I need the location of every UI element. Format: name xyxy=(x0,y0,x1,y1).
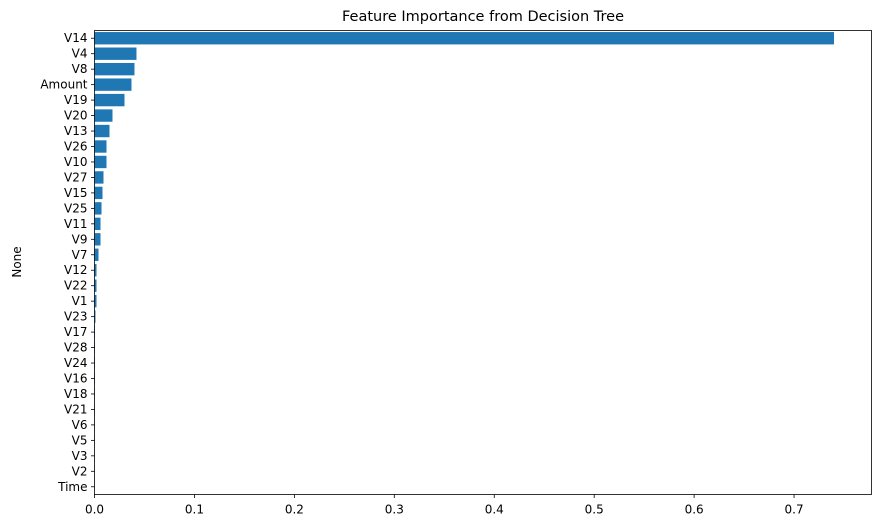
bar-v8 xyxy=(94,62,135,76)
bar-v11 xyxy=(94,217,101,231)
chart-title: Feature Importance from Decision Tree xyxy=(342,9,624,25)
bar-v14 xyxy=(94,32,835,45)
y-tick-label: Time xyxy=(57,480,87,494)
y-tick-label: V4 xyxy=(72,47,88,61)
y-axis-label: None xyxy=(10,246,24,277)
y-tick-label: V7 xyxy=(72,248,88,262)
y-tick-label: V24 xyxy=(64,356,87,370)
y-tick-label: V26 xyxy=(64,140,87,154)
y-tick-label: V15 xyxy=(64,186,87,200)
bar-v23 xyxy=(94,310,96,323)
bar-v9 xyxy=(94,233,101,246)
y-tick-label: V19 xyxy=(64,93,87,107)
x-tick-label: 0.3 xyxy=(385,503,404,517)
y-tick-label: V20 xyxy=(64,109,87,123)
x-tick-label: 0.4 xyxy=(485,503,504,517)
y-tick-label: V12 xyxy=(64,263,87,277)
y-tick-label: V6 xyxy=(72,418,88,432)
y-tick-label: V17 xyxy=(64,325,87,339)
y-tick-label: V9 xyxy=(72,232,88,246)
y-tick-label: V3 xyxy=(72,449,88,463)
bar-v22 xyxy=(94,279,97,292)
y-tick-label: V18 xyxy=(64,387,87,401)
bar-v1 xyxy=(94,294,97,308)
bar-amount xyxy=(94,78,132,91)
x-tick-label: 0.2 xyxy=(285,503,304,517)
x-tick-label: 0.1 xyxy=(185,503,204,517)
x-tick-label: 0.6 xyxy=(685,503,704,517)
bar-v10 xyxy=(94,155,107,169)
y-tick-label: V28 xyxy=(64,341,87,355)
y-tick-label: V25 xyxy=(64,201,87,215)
bar-v26 xyxy=(94,140,107,153)
y-tick-label: V23 xyxy=(64,310,87,324)
y-tick-label: V21 xyxy=(64,402,87,416)
bars-group xyxy=(94,32,835,478)
y-tick-label: V5 xyxy=(72,433,88,447)
x-tick-label: 0.0 xyxy=(85,503,104,517)
x-tick-label: 0.7 xyxy=(785,503,804,517)
y-tick-label: V10 xyxy=(64,155,87,169)
x-tick-label: 0.5 xyxy=(585,503,604,517)
y-tick-label: V27 xyxy=(64,170,87,184)
bar-v20 xyxy=(94,109,113,122)
bar-v4 xyxy=(94,47,137,60)
y-tick-label: V8 xyxy=(72,62,88,76)
x-ticks-group: 0.0 0.1 0.2 0.3 0.4 0.5 0.6 0.7 xyxy=(85,494,804,517)
y-tick-label: V2 xyxy=(72,464,88,478)
bar-v25 xyxy=(94,202,102,215)
y-tick-label: V16 xyxy=(64,372,87,386)
plot-frame xyxy=(94,30,872,495)
bar-v7 xyxy=(94,248,99,261)
y-tick-label: V13 xyxy=(64,124,87,138)
y-tick-label: V14 xyxy=(64,31,87,45)
bar-v13 xyxy=(94,124,110,138)
bar-v27 xyxy=(94,171,104,184)
y-tick-label: V22 xyxy=(64,279,87,293)
bar-v15 xyxy=(94,186,103,200)
bar-v19 xyxy=(94,93,125,107)
y-tick-label: Amount xyxy=(40,78,87,92)
y-tick-label: V11 xyxy=(64,217,87,231)
y-tick-label: V1 xyxy=(72,294,88,308)
bar-v12 xyxy=(94,264,97,277)
